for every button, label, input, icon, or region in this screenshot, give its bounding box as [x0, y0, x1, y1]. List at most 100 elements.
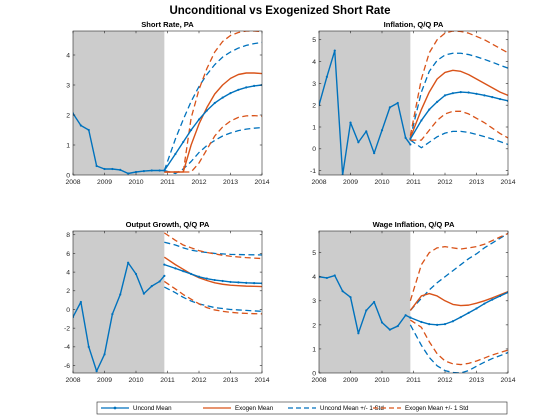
x-tick-label: 2014	[500, 377, 515, 384]
series-point	[206, 109, 208, 111]
series-point	[237, 89, 239, 91]
x-tick-label: 2009	[343, 179, 358, 186]
panel-title: Wage Inflation, Q/Q PA	[373, 220, 455, 229]
x-tick-label: 2012	[191, 377, 206, 384]
legend-label: Uncond Mean	[133, 405, 172, 412]
series-point	[499, 98, 501, 100]
series-point	[381, 129, 383, 131]
y-tick-label: 8	[66, 232, 70, 239]
y-tick-label: 3	[312, 298, 316, 305]
series-point	[357, 141, 359, 143]
x-tick-label: 2011	[160, 377, 175, 384]
series-point	[436, 101, 438, 103]
x-tick-label: 2009	[97, 377, 112, 384]
y-tick-label: -6	[64, 363, 70, 370]
figure-title: Unconditional vs Exogenized Short Rate	[169, 5, 390, 17]
y-tick-label: 3	[66, 82, 70, 89]
series-point	[111, 168, 113, 170]
series-point	[373, 152, 375, 154]
series-point	[237, 281, 239, 283]
y-tick-label: 2	[312, 103, 316, 110]
legend: Uncond Mean Exogen Mean Uncond Mean +/- 1 …	[97, 402, 507, 414]
series-point	[436, 324, 438, 326]
y-tick-label: 2	[66, 112, 70, 119]
series-point	[405, 314, 407, 316]
history-shade	[73, 31, 164, 175]
series-point	[253, 85, 255, 87]
series-point	[174, 267, 176, 269]
series-point	[174, 153, 176, 155]
series-point	[103, 353, 105, 355]
x-tick-label: 2012	[437, 179, 452, 186]
series-point	[475, 93, 477, 95]
series-point	[349, 296, 351, 298]
x-tick-label: 2014	[254, 377, 269, 384]
series-point	[190, 129, 192, 131]
series-point	[214, 279, 216, 281]
series-point	[444, 323, 446, 325]
series-point	[452, 320, 454, 322]
series-point	[468, 91, 470, 93]
series-point	[143, 292, 145, 294]
x-tick-label: 2013	[223, 377, 238, 384]
x-tick-label: 2013	[469, 179, 484, 186]
y-tick-label: 4	[66, 52, 70, 59]
series-point	[397, 102, 399, 104]
series-point	[80, 301, 82, 303]
y-tick-label: 4	[312, 59, 316, 66]
series-point	[135, 273, 137, 275]
series-point	[475, 307, 477, 309]
series-point	[444, 94, 446, 96]
series-point	[468, 312, 470, 314]
series-point	[151, 285, 153, 287]
series-point	[491, 298, 493, 300]
series-point	[222, 97, 224, 99]
panel-4: 2008 2009 2010 2011 2012 2013 2014 0 1 2 3 4 5 Wage I…	[311, 220, 515, 384]
legend-label: Exogen Mean +/- 1 Std	[405, 405, 469, 412]
y-tick-label: 2	[66, 288, 70, 295]
series-point	[381, 321, 383, 323]
series-point	[111, 313, 113, 315]
series-point	[409, 317, 411, 319]
y-tick-label: 1	[66, 142, 70, 149]
panel-title: Output Growth, Q/Q PA	[126, 220, 210, 229]
series-point	[127, 172, 129, 174]
series-point	[88, 129, 90, 131]
series-point	[349, 122, 351, 124]
series-point	[119, 293, 121, 295]
series-point	[409, 138, 411, 140]
series-point	[342, 290, 344, 292]
series-point	[460, 316, 462, 318]
series-point	[229, 92, 231, 94]
y-tick-label: 0	[312, 146, 316, 153]
legend-marker	[114, 407, 117, 410]
series-point	[365, 309, 367, 311]
series-point	[135, 171, 137, 173]
series-point	[428, 108, 430, 110]
series-point	[428, 323, 430, 325]
y-tick-label: -2	[64, 326, 70, 333]
series-point	[96, 165, 98, 167]
x-tick-label: 2008	[311, 179, 326, 186]
series-point	[103, 168, 105, 170]
history-shade	[319, 231, 410, 373]
x-tick-label: 2014	[254, 179, 269, 186]
x-tick-label: 2011	[406, 377, 421, 384]
y-tick-label: 5	[312, 37, 316, 44]
x-tick-label: 2008	[65, 377, 80, 384]
x-tick-label: 2008	[311, 377, 326, 384]
x-tick-label: 2014	[500, 179, 515, 186]
series-point	[365, 130, 367, 132]
x-tick-label: 2008	[65, 179, 80, 186]
x-tick-label: 2010	[128, 179, 143, 186]
y-tick-label: 0	[312, 370, 316, 377]
series-point	[491, 96, 493, 98]
series-point	[245, 86, 247, 88]
series-point	[182, 270, 184, 272]
series-point	[409, 143, 411, 145]
series-point	[397, 325, 399, 327]
series-point	[198, 276, 200, 278]
series-point	[88, 346, 90, 348]
panel-3: 2008 2009 2010 2011 2012 2013 2014-6-4-202468O…	[64, 220, 270, 384]
